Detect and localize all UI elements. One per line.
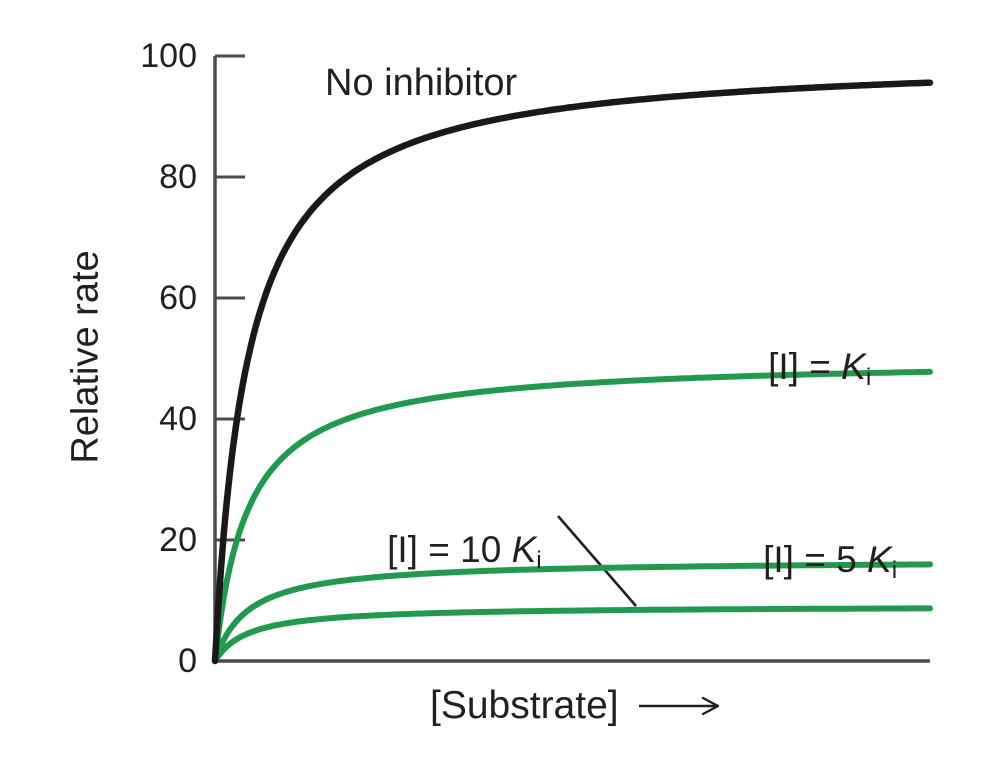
y-tick-label: 80 bbox=[159, 158, 197, 196]
curve-3-i-10-ki bbox=[212, 605, 933, 664]
x-axis-title: [Substrate] bbox=[430, 684, 721, 728]
curve-label-10ki: [I] = 10 Ki bbox=[346, 487, 542, 617]
ki10-symbol: K bbox=[511, 529, 537, 570]
ki10-mult: 10 bbox=[460, 529, 512, 570]
curve-label-no-inhibitor: No inhibitor bbox=[325, 62, 518, 104]
ki10-subscript: i bbox=[536, 546, 542, 574]
curve-1-i-ki bbox=[212, 368, 933, 664]
leader-line-10ki bbox=[557, 515, 637, 607]
ki-symbol: K bbox=[841, 346, 866, 387]
y-tick-label: 20 bbox=[159, 521, 197, 559]
ki10-prefix: [I] = bbox=[387, 529, 461, 570]
ki5-mult: 5 bbox=[836, 539, 867, 580]
y-tick-label: 40 bbox=[159, 400, 197, 438]
ki-subscript: i bbox=[865, 363, 872, 391]
curve-label-ki: [I] = Ki bbox=[727, 304, 871, 434]
y-tick-label: 100 bbox=[140, 37, 197, 75]
ki5-symbol: K bbox=[867, 539, 892, 580]
ki5-prefix: [I] = bbox=[763, 539, 837, 580]
right-arrow-icon bbox=[638, 696, 719, 716]
curve-0-no-inhibitor bbox=[211, 79, 934, 665]
curve-2-i-5-ki bbox=[212, 561, 933, 664]
y-tick-label: 60 bbox=[159, 279, 197, 317]
ki-prefix: [I] = bbox=[768, 346, 842, 387]
ki5-subscript: i bbox=[891, 556, 898, 584]
x-axis-title-text: [Substrate] bbox=[430, 684, 619, 727]
curve-label-5ki: [I] = 5 Ki bbox=[722, 497, 897, 627]
y-tick-label: 0 bbox=[178, 642, 197, 680]
y-axis-title: Relative rate bbox=[64, 250, 107, 464]
